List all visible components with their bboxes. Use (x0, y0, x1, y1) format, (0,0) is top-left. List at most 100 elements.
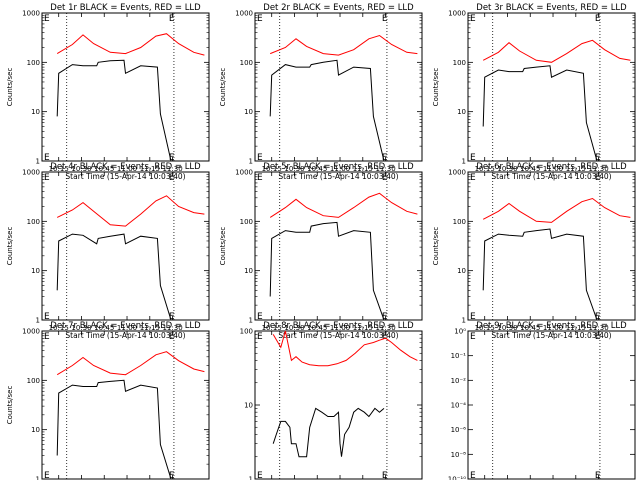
plot-frame (254, 12, 423, 162)
y-tick-label: 1 (36, 158, 40, 166)
panel-title: Det 8r BLACK = Events, RED = LLD (263, 321, 414, 331)
x-tick-label: 10:45 (307, 324, 327, 332)
x-tick-label: 10:15 (262, 165, 282, 173)
y-tick-label: 10 (457, 267, 466, 275)
y-tick-label: 10⁻⁶ (451, 426, 467, 434)
y-axis-label: Counts/sec (432, 227, 440, 266)
y-tick-label: 1 (249, 317, 253, 325)
event-marker: E (257, 332, 263, 342)
x-tick-label: 11:00 (543, 324, 563, 332)
y-tick-label: 100 (27, 218, 40, 226)
event-marker: E (382, 312, 388, 322)
y-tick-label: 100 (240, 218, 253, 226)
y-tick-label: 1000 (235, 169, 253, 177)
event-marker: E (169, 14, 175, 24)
x-tick-label: 10:15 (475, 165, 495, 173)
y-tick-label: 1 (36, 317, 40, 325)
plot-frame (254, 171, 423, 321)
y-tick-label: 10⁻⁴ (451, 402, 467, 410)
plot-frame (467, 171, 636, 321)
x-tick-label: 11:00 (330, 165, 350, 173)
y-tick-label: 1000 (22, 328, 40, 336)
panel-2: Det 2r BLACK = Events, RED = LLDEEEE10:1… (219, 3, 423, 181)
x-tick-label: 11:30 (588, 165, 608, 173)
event-marker: E (470, 14, 476, 24)
y-tick-label: 1000 (22, 169, 40, 177)
event-marker: E (382, 153, 388, 163)
x-axis-label: Start Time (15-Apr-14 10:03:40) (491, 331, 611, 340)
event-marker: E (44, 14, 50, 24)
x-tick-label: 11:00 (543, 165, 563, 173)
y-tick-label: 10 (457, 108, 466, 116)
panel-title: Det 5r BLACK = Events, RED = LLD (263, 162, 414, 172)
series-events-black (482, 65, 598, 162)
series-events-black (482, 228, 598, 321)
panel-title: Det 2r BLACK = Events, RED = LLD (263, 3, 414, 13)
x-tick-label: 11:00 (330, 324, 350, 332)
y-tick-label: 10 (244, 108, 253, 116)
panel-title: Det 6r BLACK = Events, RED = LLD (476, 162, 627, 172)
x-tick-label: 10:45 (94, 324, 114, 332)
y-axis-label: Counts/sec (219, 68, 227, 107)
event-marker: E (595, 312, 601, 322)
panel-title: Det 7r BLACK = Events, RED = LLD (50, 321, 201, 331)
x-tick-label: 11:15 (353, 165, 373, 173)
x-tick-label: 10:30 (71, 165, 91, 173)
event-marker: E (169, 332, 175, 342)
y-tick-label: 10⁻² (451, 377, 467, 385)
event-marker: E (595, 14, 601, 24)
y-tick-label: 1 (462, 317, 466, 325)
panel-7: Det 7r BLACK = Events, RED = LLDEEEE10:1… (6, 321, 210, 480)
series-events-black (269, 59, 385, 162)
x-tick-label: 11:30 (375, 324, 395, 332)
y-tick-label: 100 (453, 218, 466, 226)
y-axis-label: Counts/sec (6, 227, 14, 266)
panel-title: Det 4r BLACK = Events, RED = LLD (50, 162, 201, 172)
event-marker: E (169, 471, 175, 480)
y-axis-label: Counts/sec (6, 68, 14, 107)
y-tick-label: 100 (240, 328, 253, 336)
series-lld-red (482, 197, 631, 223)
plot-frame (467, 12, 636, 162)
event-marker: E (44, 332, 50, 342)
event-marker: E (470, 332, 476, 342)
series-lld-red (269, 192, 418, 218)
series-lld-red (56, 195, 205, 227)
y-tick-label: 1000 (235, 10, 253, 18)
y-tick-label: 1 (36, 476, 40, 480)
y-tick-label: 1000 (448, 10, 466, 18)
plot-frame (41, 12, 210, 162)
x-tick-label: 11:00 (117, 324, 137, 332)
y-tick-label: 100 (27, 59, 40, 67)
x-tick-label: 11:00 (117, 165, 137, 173)
event-marker: E (470, 173, 476, 183)
event-marker: E (595, 173, 601, 183)
y-tick-label: 100 (453, 59, 466, 67)
series-events-black (56, 59, 172, 162)
series-events-black (272, 407, 385, 458)
x-tick-label: 11:30 (162, 324, 182, 332)
y-axis-label: Counts/sec (219, 227, 227, 266)
y-tick-label: 100 (27, 377, 40, 385)
x-tick-label: 11:15 (566, 165, 586, 173)
y-tick-label: 1 (462, 158, 466, 166)
event-marker: E (595, 153, 601, 163)
x-tick-label: 10:45 (520, 324, 540, 332)
x-tick-label: 10:15 (49, 324, 69, 332)
x-tick-label: 10:30 (284, 324, 304, 332)
event-marker: E (382, 332, 388, 342)
event-marker: E (169, 153, 175, 163)
y-axis-label: Counts/sec (6, 386, 14, 425)
x-tick-label: 10:45 (520, 165, 540, 173)
series-events-black (56, 233, 172, 321)
x-tick-label: 10:45 (94, 165, 114, 173)
y-tick-label: 10 (31, 108, 40, 116)
event-marker: E (257, 173, 263, 183)
event-marker: E (595, 332, 601, 342)
panel-title: Det 3r BLACK = Events, RED = LLD (476, 3, 627, 13)
x-tick-label: 10:15 (49, 165, 69, 173)
x-axis-label: Start Time (15-Apr-14 10:03:40) (65, 331, 185, 340)
x-tick-label: 10:30 (497, 165, 517, 173)
series-lld-red (270, 34, 418, 56)
